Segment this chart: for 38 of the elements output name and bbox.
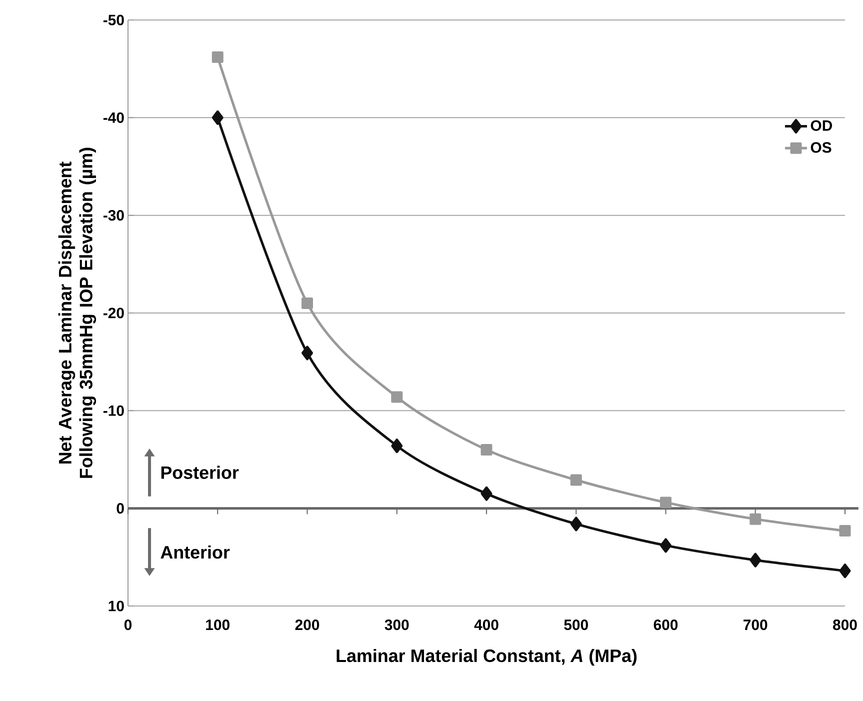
annotation: Posterior — [161, 466, 239, 479]
y-tick-label: -20 — [103, 308, 124, 318]
x-tick-label: 500 — [564, 620, 588, 630]
point — [391, 391, 403, 403]
y-tick-label: 0 — [116, 503, 124, 514]
x-axis-title: Laminar Material Constant, A (MPa) — [336, 648, 637, 666]
point — [570, 474, 582, 486]
x-tick-label: 600 — [654, 620, 678, 630]
point — [839, 525, 851, 537]
point — [302, 297, 314, 309]
legend-label: OS — [810, 142, 832, 153]
point — [839, 564, 851, 578]
point — [212, 51, 224, 63]
legend-label: OD — [810, 120, 832, 131]
x-tick-label: 0 — [124, 620, 132, 630]
y-tick-label: -50 — [103, 14, 124, 26]
annotation: Anterior — [160, 545, 230, 559]
point — [750, 552, 762, 568]
x-tick-label: 800 — [833, 620, 857, 630]
point — [480, 486, 492, 501]
point — [660, 496, 672, 508]
y-axis-title: Net Average Laminar Displacement Following 35mmHg IOP Elevation (µm) — [58, 148, 96, 478]
point — [750, 513, 762, 525]
point — [570, 516, 582, 532]
y-tick-label: -10 — [103, 405, 124, 416]
y-tick-label: 10 — [108, 600, 124, 612]
point — [391, 438, 403, 454]
y-tick-label: -40 — [103, 112, 124, 123]
point — [660, 538, 672, 553]
x-tick-label: 100 — [206, 620, 230, 630]
x-tick-label: 400 — [474, 620, 498, 630]
point — [302, 346, 314, 360]
point — [212, 110, 224, 125]
x-tick-label: 200 — [295, 620, 320, 630]
x-tick-label: 700 — [744, 620, 768, 630]
point — [480, 444, 492, 456]
y-tick-label: -30 — [103, 210, 124, 221]
x-tick-label: 300 — [384, 620, 409, 630]
